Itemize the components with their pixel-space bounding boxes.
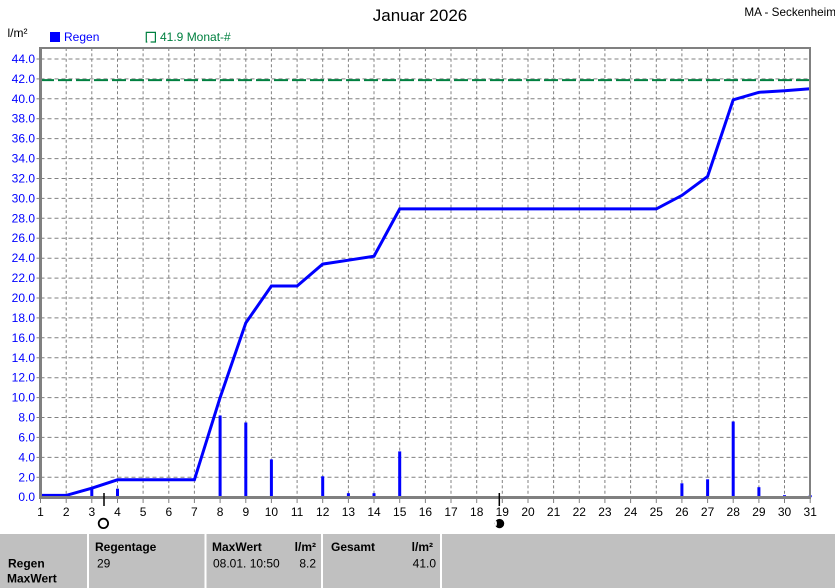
svg-text:MaxWert: MaxWert xyxy=(212,540,262,554)
svg-text:3: 3 xyxy=(88,505,95,519)
svg-text:44.0: 44.0 xyxy=(12,52,36,66)
svg-text:24.0: 24.0 xyxy=(12,251,36,265)
svg-text:18.0: 18.0 xyxy=(12,311,36,325)
svg-text:6: 6 xyxy=(165,505,172,519)
svg-text:30.0: 30.0 xyxy=(12,191,36,205)
svg-text:Regentage: Regentage xyxy=(95,540,157,554)
svg-text:38.0: 38.0 xyxy=(12,112,36,126)
svg-text:Regen: Regen xyxy=(8,557,45,571)
svg-text:14: 14 xyxy=(367,505,381,519)
svg-text:Regen: Regen xyxy=(64,30,99,44)
svg-text:27: 27 xyxy=(701,505,715,519)
svg-text:Gesamt: Gesamt xyxy=(331,540,375,554)
svg-text:20: 20 xyxy=(521,505,535,519)
svg-text:29: 29 xyxy=(97,557,111,571)
svg-text:13: 13 xyxy=(342,505,356,519)
svg-text:l/m²: l/m² xyxy=(412,540,433,554)
svg-text:12: 12 xyxy=(316,505,330,519)
svg-text:2: 2 xyxy=(63,505,70,519)
svg-text:26: 26 xyxy=(675,505,689,519)
svg-text:8.0: 8.0 xyxy=(18,411,35,425)
svg-text:Januar 2026: Januar 2026 xyxy=(373,6,468,25)
svg-text:28: 28 xyxy=(727,505,741,519)
svg-text:16: 16 xyxy=(419,505,433,519)
svg-text:4: 4 xyxy=(114,505,121,519)
svg-text:29: 29 xyxy=(752,505,766,519)
svg-text:MA - Seckenheim: MA - Seckenheim xyxy=(744,6,835,19)
svg-text:41.9 Monat-#: 41.9 Monat-# xyxy=(160,30,231,44)
svg-text:42.0: 42.0 xyxy=(12,72,36,86)
svg-text:36.0: 36.0 xyxy=(12,132,36,146)
svg-text:22: 22 xyxy=(573,505,587,519)
svg-text:2.0: 2.0 xyxy=(18,470,35,484)
svg-text:10: 10 xyxy=(265,505,279,519)
svg-text:l/m²: l/m² xyxy=(8,26,28,40)
svg-text:9: 9 xyxy=(242,505,249,519)
svg-text:24: 24 xyxy=(624,505,638,519)
svg-text:7: 7 xyxy=(191,505,198,519)
svg-text:14.0: 14.0 xyxy=(12,351,36,365)
svg-text:16.0: 16.0 xyxy=(12,331,36,345)
svg-text:12.0: 12.0 xyxy=(12,371,36,385)
svg-text:30: 30 xyxy=(778,505,792,519)
svg-text:1: 1 xyxy=(37,505,44,519)
svg-text:15: 15 xyxy=(393,505,407,519)
svg-text:21: 21 xyxy=(547,505,561,519)
svg-text:10.0: 10.0 xyxy=(12,391,36,405)
svg-text:31: 31 xyxy=(804,505,818,519)
svg-text:17: 17 xyxy=(444,505,458,519)
svg-text:8.2: 8.2 xyxy=(299,557,316,571)
svg-text:11: 11 xyxy=(291,505,304,519)
svg-text:MaxWert: MaxWert xyxy=(7,572,57,586)
svg-text:l/m²: l/m² xyxy=(295,540,316,554)
svg-text:41.0: 41.0 xyxy=(413,557,437,571)
svg-text:6.0: 6.0 xyxy=(18,430,35,444)
svg-text:23: 23 xyxy=(598,505,612,519)
svg-text:20.0: 20.0 xyxy=(12,291,36,305)
svg-text:5: 5 xyxy=(140,505,147,519)
svg-text:32.0: 32.0 xyxy=(12,172,36,186)
svg-text:40.0: 40.0 xyxy=(12,92,36,106)
svg-text:4.0: 4.0 xyxy=(18,450,35,464)
svg-text:34.0: 34.0 xyxy=(12,152,36,166)
svg-text:22.0: 22.0 xyxy=(12,271,36,285)
svg-text:28.0: 28.0 xyxy=(12,211,36,225)
svg-text:08.01. 10:50: 08.01. 10:50 xyxy=(213,557,280,571)
svg-text:26.0: 26.0 xyxy=(12,231,36,245)
svg-text:18: 18 xyxy=(470,505,484,519)
svg-text:8: 8 xyxy=(217,505,224,519)
svg-text:19: 19 xyxy=(496,505,510,519)
svg-text:25: 25 xyxy=(650,505,664,519)
svg-text:0.0: 0.0 xyxy=(18,490,35,504)
